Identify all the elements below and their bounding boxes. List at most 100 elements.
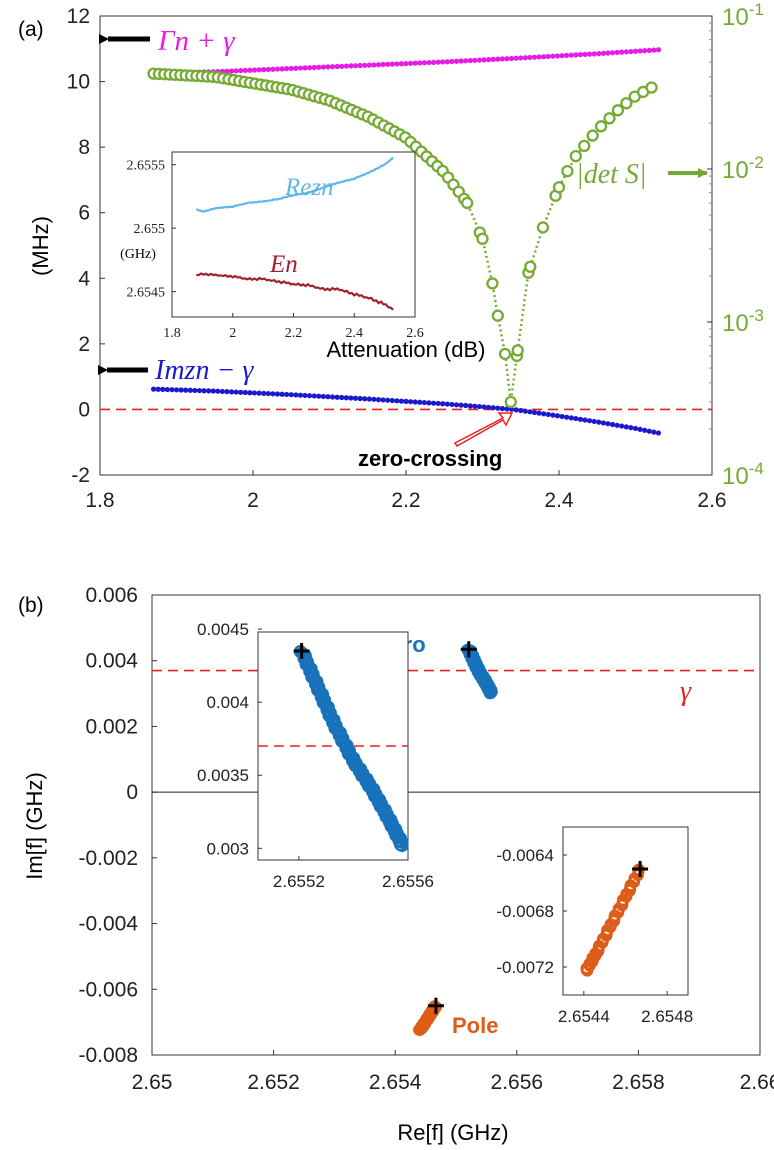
inset-x-tick-label: 2 (229, 326, 236, 341)
gamma-point (605, 50, 611, 56)
imz-point (407, 399, 414, 405)
imz-point (274, 391, 281, 397)
inset-y-tick-label: 2.6555 (127, 159, 166, 174)
gamma-point (279, 66, 285, 72)
imz-point (458, 402, 464, 408)
det-s-point (586, 129, 599, 142)
imz-point (430, 400, 437, 406)
det-s-point (611, 104, 625, 117)
det-s-label: |det S| (576, 159, 647, 190)
y-tick-label: 0.006 (85, 584, 138, 607)
zero-inset-point (395, 839, 409, 853)
imz-point (600, 420, 606, 426)
inset-y-tick-label: 0.0045 (197, 620, 249, 639)
gamma-point (274, 66, 281, 72)
gamma-point (508, 55, 515, 62)
imz-point (623, 424, 629, 430)
pole-trajectory (413, 997, 444, 1036)
imz-point (366, 396, 372, 402)
gamma-point (550, 53, 556, 59)
y-tick-label: -0.006 (78, 978, 138, 1001)
gamma-point (527, 54, 533, 61)
gamma-point (499, 56, 505, 62)
pole-inset-ticks: 2.6544 2.6548 -0.0072 -0.0068 -0.0064 (496, 846, 693, 1026)
imz-point (265, 390, 271, 397)
imz-point (591, 418, 597, 425)
x-axis-label-b: Re[f] (GHz) (397, 1120, 508, 1145)
imz-point (403, 398, 409, 404)
gamma-point (486, 57, 492, 63)
bottom-axis-ticks-b: 2.65 2.652 2.654 2.656 2.658 2.66 (132, 1050, 774, 1094)
zero-inset-ticks: 2.6552 2.6556 0.003 0.0035 0.004 0.0045 (197, 620, 434, 891)
zero-inset-trajectory (293, 643, 409, 853)
imz-point (522, 408, 528, 414)
imz-point (297, 392, 304, 398)
imz-point (481, 404, 487, 410)
imz-point (187, 387, 193, 393)
gamma-point (614, 49, 620, 56)
gamma-point (417, 60, 423, 66)
imz-point (568, 415, 574, 421)
panel-b-label: (b) (18, 594, 44, 617)
imz-point (513, 407, 519, 413)
right-tick-label: 10-1 (722, 0, 764, 31)
pole-inset-trajectory (580, 861, 649, 977)
gamma-point (325, 64, 331, 70)
zero-trajectory (460, 641, 498, 700)
imz-point (609, 421, 616, 428)
gamma-point (284, 66, 290, 72)
imz-point (651, 429, 657, 435)
imz-point (183, 387, 189, 393)
gamma-point (375, 62, 382, 68)
y-tick-label: 8 (78, 136, 90, 159)
gamma-point (587, 51, 593, 57)
gamma-point (518, 55, 524, 61)
imz-point (178, 387, 184, 393)
det-s-point (645, 81, 658, 94)
imz-point (632, 425, 639, 432)
imz-point (201, 388, 207, 394)
y-tick-label: 0.002 (85, 715, 138, 738)
imz-point (219, 388, 225, 395)
imz-point (385, 397, 391, 403)
imz-point (642, 427, 648, 433)
imz-point (573, 415, 579, 422)
imz-point (279, 391, 285, 397)
det-s-connector (153, 72, 653, 403)
gamma-point (320, 64, 326, 70)
gamma-point (348, 63, 354, 69)
imz-point (453, 402, 460, 408)
imz-point (444, 401, 450, 407)
bottom-axis-ticks: 1.8 2 2.2 2.4 2.6 (85, 470, 727, 512)
imz-point (155, 386, 161, 392)
imz-point (270, 391, 276, 397)
det-s-point (511, 344, 524, 357)
y-tick-label: -0.008 (78, 1044, 138, 1067)
imz-point (577, 416, 584, 422)
det-s-point (504, 395, 517, 409)
imz-point (343, 395, 349, 401)
imz-point (467, 403, 473, 409)
imz-point (435, 400, 441, 407)
det-s-point (486, 277, 499, 290)
x-tick-label: 2.6 (697, 489, 726, 512)
inset-y-tick-label: -0.0068 (496, 902, 554, 921)
x-tick-label: 2.652 (247, 1071, 300, 1094)
gamma-point (270, 66, 276, 72)
gamma-point (398, 61, 405, 67)
imz-point (536, 410, 542, 416)
imz-point (375, 397, 382, 403)
imz-point (587, 418, 593, 424)
imz-point (196, 387, 203, 394)
imz-point (531, 409, 538, 416)
imz-point (352, 395, 359, 401)
zero-crossing-label: zero-crossing (358, 446, 502, 471)
imz-point (417, 399, 423, 405)
gamma-point (302, 65, 308, 71)
inset-x-tick-label: 2.2 (285, 326, 303, 341)
gamma-point (362, 62, 368, 68)
imz-point (499, 405, 505, 412)
gamma-point (600, 50, 606, 56)
gamma-point (568, 52, 574, 58)
imz-point (173, 387, 180, 393)
